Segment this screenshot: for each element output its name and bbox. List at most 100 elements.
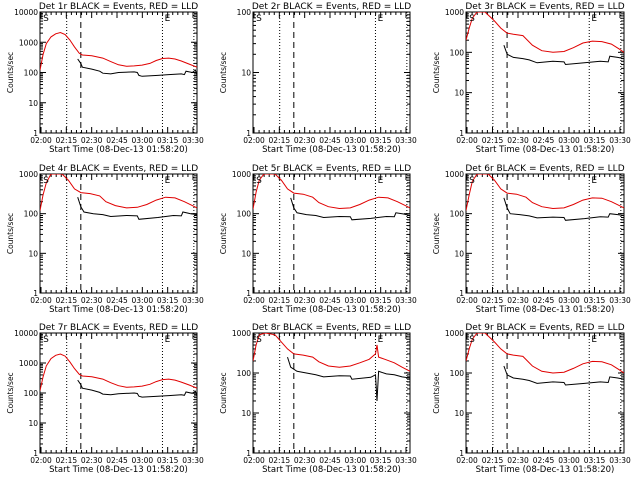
y-tick-label: 100 <box>450 210 465 219</box>
start-label: S <box>256 335 262 345</box>
x-tick-label: 02:15 <box>269 136 291 145</box>
y-tick-label: 10 <box>28 419 38 428</box>
x-tick-label: 02:30 <box>81 456 103 465</box>
detector-panel-6: Det 6r BLACK = Events, RED = LLD Counts/s… <box>432 164 631 315</box>
y-axis-label: Counts/sec <box>6 52 15 93</box>
y-tick-label: 100 <box>24 69 39 78</box>
y-tick-label: 10 <box>454 409 464 418</box>
x-tick-label: 02:00 <box>243 456 265 465</box>
plot-frame <box>252 173 411 294</box>
y-tick-label: 1 <box>246 449 251 458</box>
x-tick-label: 03:00 <box>132 296 154 305</box>
end-label: E <box>165 335 171 345</box>
events-series-line <box>77 379 197 398</box>
y-tick-label: 1000 <box>232 170 251 179</box>
x-tick-label: 02:15 <box>269 296 291 305</box>
x-axis-label: Start Time (08-Dec-13 01:58:20) <box>476 145 615 155</box>
x-axis-label: Start Time (08-Dec-13 01:58:20) <box>476 465 615 475</box>
y-tick-label: 10 <box>241 409 251 418</box>
x-tick-label: 02:15 <box>482 136 504 145</box>
x-tick-label: 02:15 <box>269 456 291 465</box>
plot-frame <box>465 173 625 294</box>
detector-panel-1: Det 1r BLACK = Events, RED = LLD Counts/s… <box>6 2 204 155</box>
x-tick-label: 03:00 <box>132 456 154 465</box>
x-tick-label: 03:30 <box>609 136 631 145</box>
x-tick-label: 02:00 <box>456 136 478 145</box>
y-tick-label: 1000 <box>19 359 38 368</box>
y-tick-label: 1000 <box>19 170 38 179</box>
y-axis-label: Counts/sec <box>219 372 228 413</box>
lld-series-line <box>40 353 197 391</box>
x-tick-label: 02:00 <box>456 456 478 465</box>
end-label: E <box>378 335 384 345</box>
y-tick-label: 1 <box>33 449 38 458</box>
y-tick-label: 100 <box>237 8 252 17</box>
end-label: E <box>591 335 597 345</box>
start-label: S <box>469 335 475 345</box>
series-group <box>466 333 624 386</box>
x-tick-label: 02:45 <box>319 136 341 145</box>
x-tick-label: 02:45 <box>106 136 128 145</box>
x-tick-label: 03:00 <box>132 136 154 145</box>
end-label: E <box>378 176 384 186</box>
panel-title: Det 9r BLACK = Events, RED = LLD <box>465 323 624 333</box>
y-tick-label: 1 <box>33 129 38 138</box>
plot-frame <box>465 11 625 134</box>
x-tick-label: 03:00 <box>558 296 580 305</box>
y-tick-label: 10 <box>241 69 251 78</box>
end-label: E <box>591 14 597 24</box>
y-axis-label: Counts/sec <box>219 52 228 93</box>
x-tick-label: 02:30 <box>81 136 103 145</box>
y-tick-label: 10 <box>28 249 38 258</box>
x-tick-label: 02:00 <box>30 296 52 305</box>
x-tick-label: 03:15 <box>370 136 392 145</box>
series-group <box>253 333 410 402</box>
events-series-line <box>77 197 197 220</box>
events-series-line <box>503 197 624 221</box>
x-tick-label: 02:45 <box>319 296 341 305</box>
detector-panel-2: Det 2r BLACK = Events, RED = LLD Counts/s… <box>219 2 417 155</box>
y-tick-label: 1 <box>459 129 464 138</box>
x-tick-label: 03:30 <box>395 136 417 145</box>
lld-series-line <box>253 333 410 372</box>
detector-panel-3: Det 3r BLACK = Events, RED = LLD Counts/s… <box>432 2 631 155</box>
x-tick-label: 03:30 <box>395 296 417 305</box>
y-tick-label: 1000 <box>445 329 464 338</box>
x-tick-label: 02:15 <box>482 296 504 305</box>
x-tick-label: 02:30 <box>294 296 316 305</box>
x-tick-label: 03:15 <box>584 136 606 145</box>
x-tick-label: 02:00 <box>30 136 52 145</box>
x-tick-label: 03:00 <box>558 456 580 465</box>
events-series-line <box>503 365 624 386</box>
plot-frame <box>252 11 411 134</box>
y-tick-label: 1 <box>33 289 38 298</box>
y-axis-label: Counts/sec <box>219 213 228 254</box>
y-tick-label: 10000 <box>14 8 38 17</box>
x-tick-label: 03:30 <box>609 456 631 465</box>
x-tick-label: 02:30 <box>294 456 316 465</box>
start-label: S <box>469 14 475 24</box>
x-axis-label: Start Time (08-Dec-13 01:58:20) <box>476 305 615 315</box>
x-tick-label: 03:15 <box>157 296 179 305</box>
y-tick-label: 10 <box>454 249 464 258</box>
start-label: S <box>256 14 262 24</box>
x-axis-label: Start Time (08-Dec-13 01:58:20) <box>262 305 401 315</box>
x-tick-label: 03:30 <box>182 136 204 145</box>
x-tick-label: 03:30 <box>182 296 204 305</box>
x-tick-label: 02:30 <box>507 296 529 305</box>
plot-frame <box>39 173 198 294</box>
y-tick-label: 10 <box>28 99 38 108</box>
x-tick-label: 02:30 <box>81 296 103 305</box>
series-group <box>40 353 197 398</box>
start-label: S <box>43 335 49 345</box>
y-tick-label: 100 <box>24 389 39 398</box>
y-tick-label: 1000 <box>445 170 464 179</box>
end-label: E <box>165 14 171 24</box>
y-tick-label: 1 <box>246 129 251 138</box>
x-tick-label: 02:00 <box>243 136 265 145</box>
y-tick-label: 1000 <box>19 38 38 47</box>
x-tick-label: 03:00 <box>558 136 580 145</box>
x-tick-label: 03:15 <box>370 296 392 305</box>
x-tick-label: 03:00 <box>345 296 367 305</box>
